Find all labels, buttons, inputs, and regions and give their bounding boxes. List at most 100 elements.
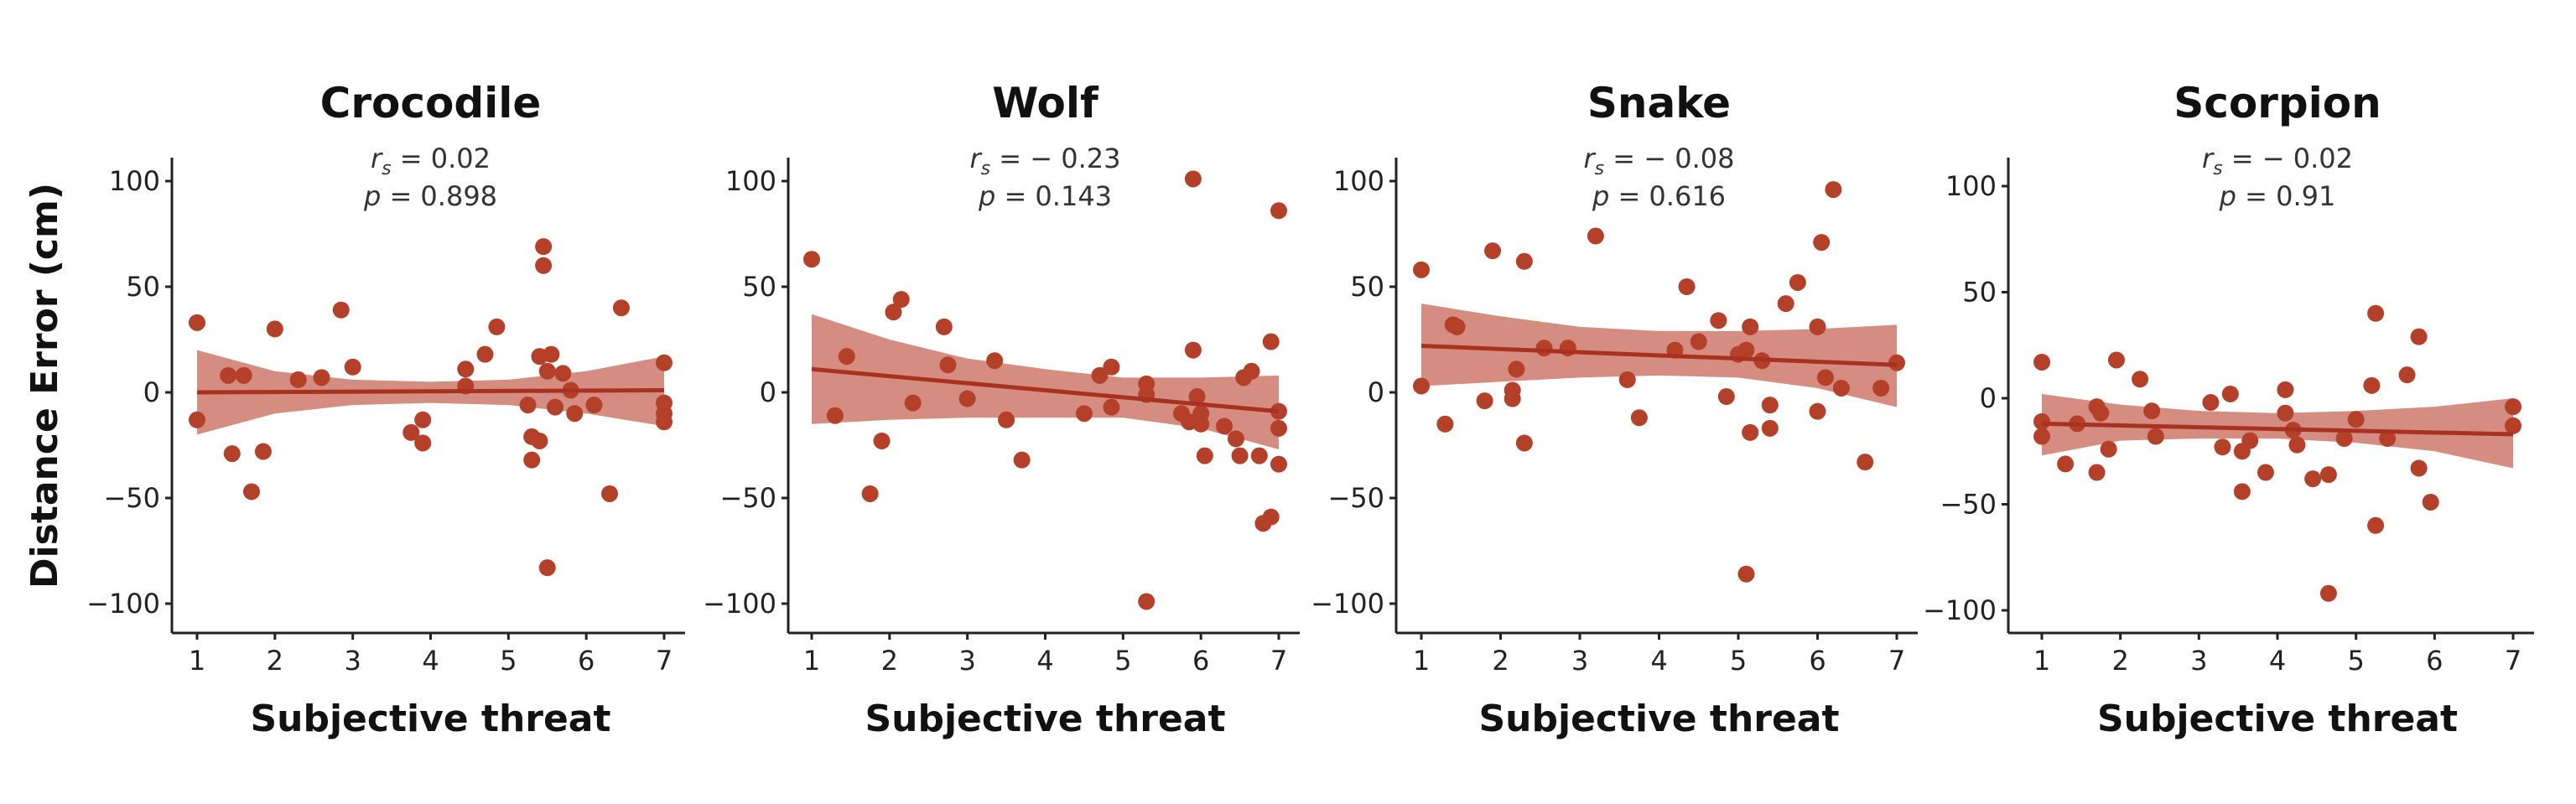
p-annotation: p = 0.91 xyxy=(2219,180,2336,212)
data-point xyxy=(2033,412,2050,430)
data-point xyxy=(223,445,241,463)
data-point xyxy=(612,299,630,317)
data-point xyxy=(2367,304,2385,322)
data-point xyxy=(313,369,330,386)
data-point xyxy=(1737,341,1755,359)
data-point xyxy=(519,397,537,414)
data-point xyxy=(2132,371,2149,388)
x-tick-label: 5 xyxy=(500,645,517,677)
x-tick-label: 4 xyxy=(422,645,439,677)
data-point xyxy=(535,238,553,256)
rs-annotation: rs = 0.02 xyxy=(371,143,491,179)
x-tick-label: 7 xyxy=(1888,645,1905,677)
data-point xyxy=(1515,434,1533,452)
data-point xyxy=(1825,181,1842,199)
y-tick-label: 0 xyxy=(1368,376,1384,408)
y-tick-label: −50 xyxy=(103,482,160,514)
data-point xyxy=(523,451,541,469)
x-axis-label: Subjective threat xyxy=(250,698,610,740)
data-point xyxy=(254,443,272,460)
panel-title: Scorpion xyxy=(2174,79,2381,127)
data-point xyxy=(2033,428,2050,445)
x-tick-label: 4 xyxy=(2269,645,2286,677)
data-point xyxy=(235,366,252,384)
y-tick-label: 100 xyxy=(109,165,160,197)
data-point xyxy=(2277,404,2294,422)
x-tick-label: 7 xyxy=(1270,645,1287,677)
x-tick-label: 1 xyxy=(803,645,820,677)
data-point xyxy=(1103,398,1120,416)
data-point xyxy=(1742,423,1759,441)
x-tick-label: 5 xyxy=(2347,645,2364,677)
data-point xyxy=(2367,516,2385,534)
data-point xyxy=(1413,377,1430,395)
data-point xyxy=(1737,565,1755,583)
data-point xyxy=(2088,464,2106,481)
y-tick-label: 50 xyxy=(126,271,160,303)
panel-title: Wolf xyxy=(992,79,1099,127)
data-point xyxy=(1587,227,1604,245)
data-point xyxy=(986,352,1004,370)
x-tick-label: 6 xyxy=(1809,645,1826,677)
y-tick-label: −100 xyxy=(703,588,776,620)
data-point xyxy=(958,390,976,407)
data-point xyxy=(861,485,879,502)
y-tick-label: 100 xyxy=(1945,170,1997,202)
data-point xyxy=(414,411,432,428)
rs-annotation: rs = − 0.02 xyxy=(2202,143,2353,179)
y-tick-label: 100 xyxy=(1333,165,1384,197)
data-point xyxy=(2221,385,2239,402)
y-tick-label: 0 xyxy=(143,376,160,408)
x-tick-label: 2 xyxy=(2111,645,2128,677)
y-tick-label: −100 xyxy=(1311,588,1384,620)
data-point xyxy=(1262,508,1280,526)
panel-scorpion: Scorpion rs = − 0.02p = 0.91 −100 −50 0 50 100… xyxy=(1923,79,2534,740)
x-tick-label: 4 xyxy=(1036,645,1053,677)
panel-snake: Snake rs = − 0.08p = 0.616 −100 −50 0 50 100 1 2… xyxy=(1311,79,1918,740)
data-point xyxy=(1013,451,1031,469)
data-point xyxy=(1484,242,1502,260)
y-tick-label: 50 xyxy=(742,271,776,303)
data-point xyxy=(2335,430,2353,448)
confidence-band xyxy=(812,314,1279,450)
data-point xyxy=(1515,252,1533,270)
data-point xyxy=(1761,419,1779,437)
x-tick-label: 2 xyxy=(267,645,283,677)
data-point xyxy=(1789,273,1806,291)
y-tick-label: 0 xyxy=(760,376,776,408)
data-point xyxy=(289,371,307,388)
data-point xyxy=(2363,376,2381,394)
data-point xyxy=(1809,402,1826,420)
data-point xyxy=(344,358,361,376)
data-point xyxy=(220,366,237,384)
y-tick-label: 100 xyxy=(725,165,776,197)
data-point xyxy=(1413,261,1430,278)
data-point xyxy=(1476,392,1493,410)
data-point xyxy=(1508,361,1525,378)
data-point xyxy=(939,356,957,374)
data-point xyxy=(1809,318,1826,335)
data-point xyxy=(2143,402,2161,420)
data-point xyxy=(656,354,673,371)
y-tick-label: 0 xyxy=(1980,382,1997,414)
data-point xyxy=(1250,447,1268,464)
x-tick-label: 2 xyxy=(1492,645,1509,677)
data-point xyxy=(2319,584,2337,602)
data-point xyxy=(566,405,584,423)
panel-crocodile: Crocodile rs = 0.02p = 0.898 −100 −50 0 50 100… xyxy=(86,79,685,740)
data-point xyxy=(547,398,564,416)
y-tick-label: −100 xyxy=(1923,594,1997,626)
data-point xyxy=(1196,447,1213,464)
data-point xyxy=(904,394,922,412)
data-point xyxy=(1091,366,1109,384)
data-point xyxy=(543,345,560,363)
data-point xyxy=(538,559,556,577)
data-point xyxy=(1231,447,1249,464)
data-point xyxy=(402,423,420,441)
data-point xyxy=(826,407,844,424)
data-point xyxy=(1270,419,1287,437)
data-point xyxy=(538,362,556,380)
data-point xyxy=(488,318,506,335)
x-tick-label: 5 xyxy=(1730,645,1747,677)
data-point xyxy=(1227,430,1244,448)
